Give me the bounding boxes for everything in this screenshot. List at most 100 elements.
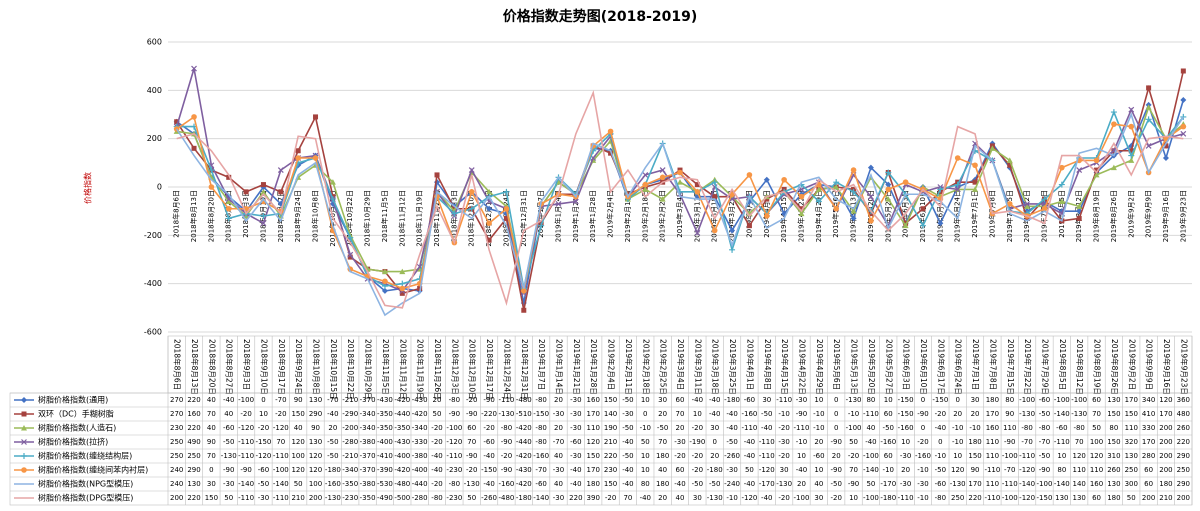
table-value: 140 <box>604 410 617 418</box>
table-value: 10 <box>814 466 823 474</box>
table-value: 110 <box>1003 424 1016 432</box>
table-value: -40 <box>674 480 685 488</box>
table-value: 10 <box>849 494 858 502</box>
table-value: -40 <box>570 466 581 474</box>
legend-label: 树脂价格指数(拉挤) <box>38 437 108 447</box>
table-value: -350 <box>394 424 410 432</box>
table-value: -80 <box>1039 424 1050 432</box>
table-value: 110 <box>587 424 600 432</box>
marker <box>329 179 336 185</box>
table-value: 220 <box>604 452 617 460</box>
legend-marker <box>21 397 27 403</box>
table-value: -120 <box>256 452 272 460</box>
table-value: -50 <box>657 424 668 432</box>
marker <box>538 222 545 229</box>
x-axis-label: 2019年6月17日 <box>935 190 944 242</box>
table-value: 200 <box>1159 452 1172 460</box>
table-value: -420 <box>516 452 532 460</box>
marker <box>1058 181 1065 188</box>
table-value: -20 <box>935 410 946 418</box>
marker <box>1093 171 1100 178</box>
table-value: -40 <box>431 452 442 460</box>
table-value: -20 <box>258 424 269 432</box>
table-value: -40 <box>692 396 703 404</box>
x-axis-label: 2019年4月29日 <box>814 190 823 242</box>
marker <box>954 155 961 161</box>
table-value: 140 <box>1072 480 1085 488</box>
marker <box>503 205 510 212</box>
table-header: 2018年10月29日 <box>364 339 374 400</box>
table-value: -40 <box>709 396 720 404</box>
marker <box>191 114 197 120</box>
table-value: -10 <box>848 410 859 418</box>
table-value: -130 <box>707 494 723 502</box>
marker <box>937 220 944 227</box>
marker <box>1076 203 1083 209</box>
marker <box>659 196 666 202</box>
x-axis-label: 2018年8月6日 <box>172 190 181 238</box>
marker <box>850 167 857 173</box>
table-value: 10 <box>693 410 702 418</box>
table-value: -10 <box>969 424 980 432</box>
marker <box>712 194 718 200</box>
table-header: 2019年1月7日 <box>537 339 547 390</box>
table-value: -50 <box>1039 410 1050 418</box>
table-header: 2018年9月3日 <box>242 339 252 390</box>
table-value: 50 <box>1127 494 1136 502</box>
table-value: 130 <box>309 438 322 446</box>
table-value: -40 <box>431 466 442 474</box>
table-value: -70 <box>327 396 338 404</box>
marker <box>260 188 267 195</box>
series-line <box>176 89 1184 309</box>
table-header: 2019年4月1日 <box>745 339 755 390</box>
marker <box>226 174 232 180</box>
table-value: -120 <box>446 438 462 446</box>
table-value: -120 <box>1019 494 1035 502</box>
marker <box>260 182 266 188</box>
table-value: 180 <box>656 480 669 488</box>
table-value: 110 <box>986 438 999 446</box>
table-value: 60 <box>884 410 893 418</box>
table-value: 70 <box>623 494 632 502</box>
table-value: -140 <box>1019 480 1035 488</box>
table-value: -40 <box>622 466 633 474</box>
table-value: -40 <box>327 410 338 418</box>
table-value: -40 <box>640 494 651 502</box>
table-value: 220 <box>569 494 582 502</box>
table-value: -40 <box>761 494 772 502</box>
table-header: 2019年9月2日 <box>1127 339 1137 390</box>
x-axis-label: 2018年8月20日 <box>206 190 215 242</box>
marker <box>989 145 996 151</box>
table-value: -60 <box>935 480 946 488</box>
table-value: 10 <box>641 396 650 404</box>
legend-label: 树脂价格指数(缠绕间苯内衬层) <box>38 465 148 475</box>
table-value: -180 <box>880 494 896 502</box>
table-value: -150 <box>533 410 549 418</box>
table-value: 180 <box>587 480 600 488</box>
table-value: -20 <box>483 424 494 432</box>
table-header: 2019年3月11日 <box>693 339 703 395</box>
table-value: -40 <box>570 480 581 488</box>
marker <box>399 280 406 287</box>
table-value: 50 <box>641 438 650 446</box>
marker <box>520 288 527 294</box>
marker <box>312 155 319 161</box>
table-value: 490 <box>187 438 200 446</box>
table-value: 70 <box>849 466 858 474</box>
table-value: 70 <box>207 452 216 460</box>
legend-label: 树脂价格指数(DPG型模压) <box>38 493 133 503</box>
marker <box>607 128 614 135</box>
x-axis-label: 2019年6月24日 <box>953 190 962 242</box>
table-value: 80 <box>866 396 875 404</box>
table-value: 160 <box>587 396 600 404</box>
marker <box>260 220 267 227</box>
table-value: -370 <box>360 396 376 404</box>
table-value: 150 <box>587 452 600 460</box>
table-value: -10 <box>917 494 928 502</box>
marker <box>1024 203 1031 209</box>
table-header: 2019年3月4日 <box>676 339 686 390</box>
table-value: 220 <box>187 424 200 432</box>
table-value: 260 <box>1107 466 1120 474</box>
marker <box>659 174 666 181</box>
table-value: -90 <box>223 466 234 474</box>
